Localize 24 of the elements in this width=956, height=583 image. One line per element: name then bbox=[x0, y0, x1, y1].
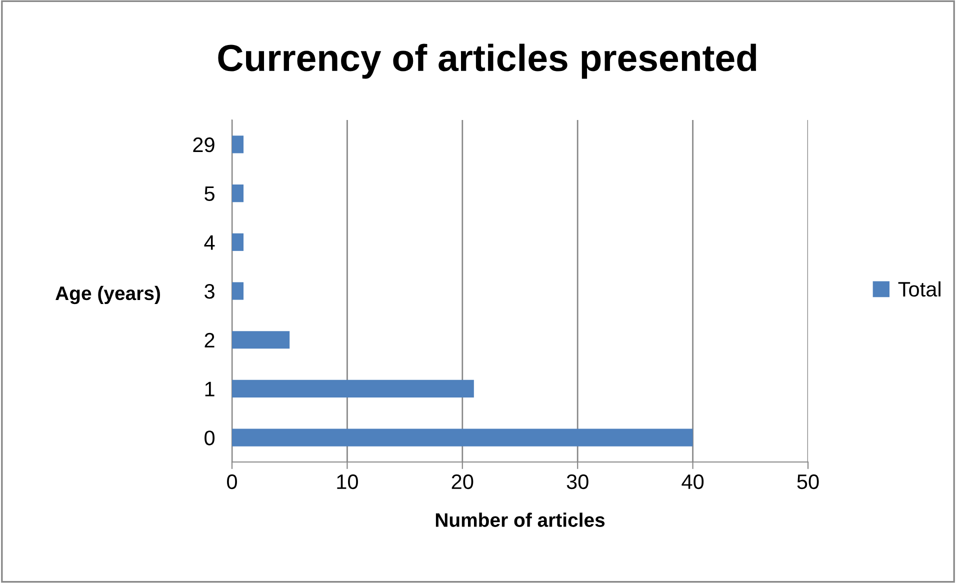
x-tick-label: 20 bbox=[452, 474, 474, 490]
y-tick-label: 3 bbox=[204, 284, 214, 299]
x-tick-label: 10 bbox=[337, 474, 358, 490]
y-tick-label: 5 bbox=[204, 186, 214, 202]
y-tick-label: 4 bbox=[204, 235, 215, 250]
x-tick-label: 0 bbox=[227, 474, 237, 490]
bar bbox=[232, 233, 244, 251]
bar bbox=[232, 380, 474, 398]
x-axis-title: Number of articles bbox=[436, 512, 605, 527]
y-tick-label: 1 bbox=[205, 382, 214, 396]
x-tick-label: 50 bbox=[797, 474, 819, 490]
y-tick-label: 2 bbox=[204, 332, 214, 348]
x-tick-label: 40 bbox=[682, 474, 704, 490]
y-axis-title: Age (years) bbox=[56, 286, 160, 304]
y-tick-label: 29 bbox=[193, 137, 214, 152]
bar bbox=[232, 184, 244, 202]
bar bbox=[232, 428, 693, 446]
bar bbox=[232, 282, 244, 300]
bar bbox=[232, 136, 244, 154]
x-tick-label: 30 bbox=[566, 474, 588, 490]
bar bbox=[232, 331, 290, 349]
legend-label: Total bbox=[898, 281, 940, 297]
chart-title: Currency of articles presented bbox=[218, 44, 756, 79]
y-tick-label: 0 bbox=[204, 430, 215, 446]
